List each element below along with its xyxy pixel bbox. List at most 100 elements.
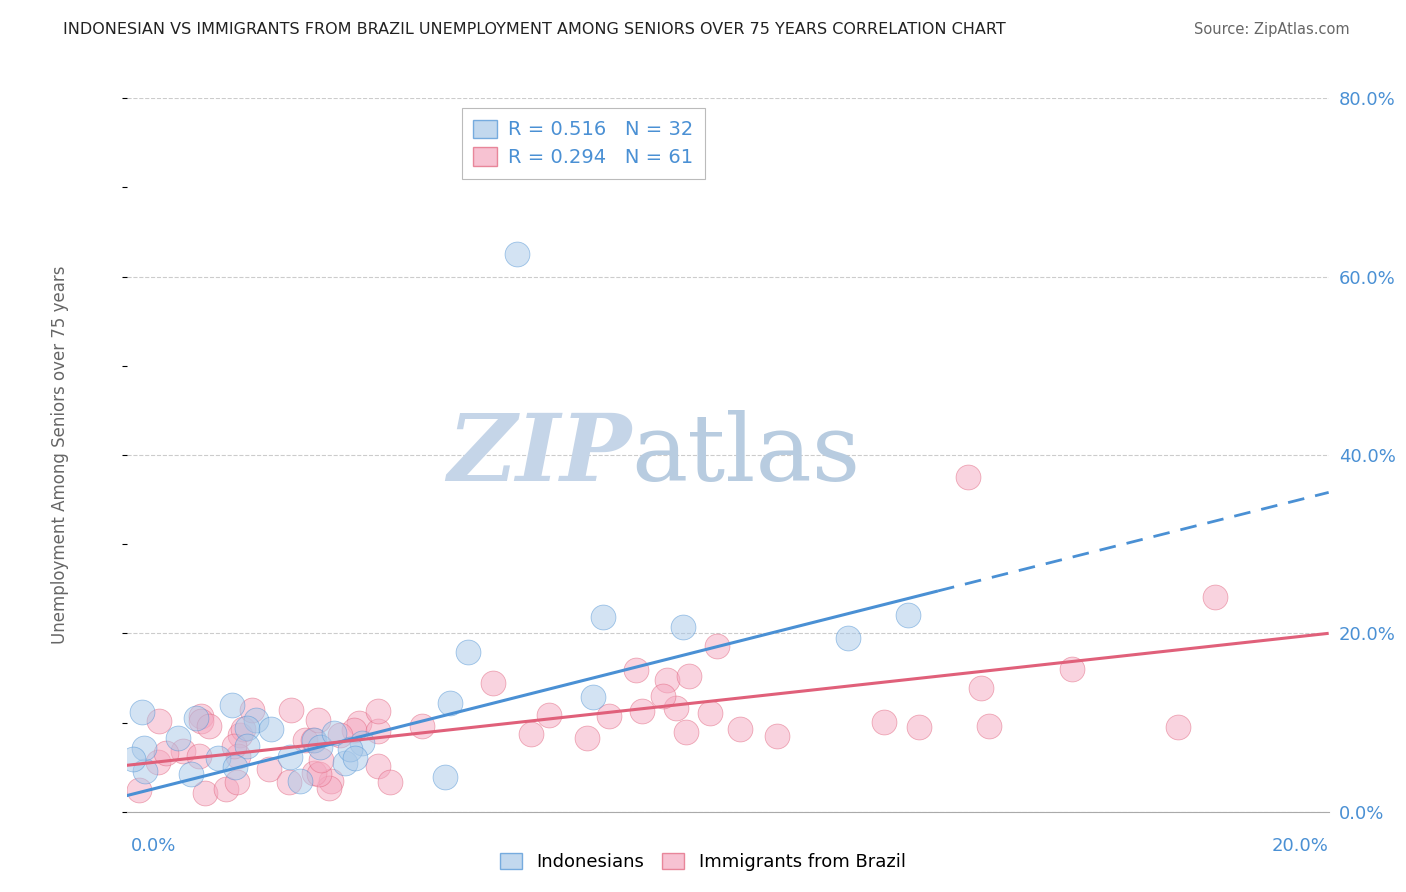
Text: INDONESIAN VS IMMIGRANTS FROM BRAZIL UNEMPLOYMENT AMONG SENIORS OVER 75 YEARS CO: INDONESIAN VS IMMIGRANTS FROM BRAZIL UNE… [63, 22, 1007, 37]
Point [226, 748, 249, 763]
Point [302, 766, 325, 780]
Point [294, 733, 316, 747]
Point [575, 731, 598, 745]
Point [678, 668, 700, 682]
Point [232, 722, 254, 736]
Point [226, 775, 249, 789]
Text: atlas: atlas [631, 410, 860, 500]
Point [624, 663, 647, 677]
Point [121, 752, 143, 766]
Point [309, 754, 332, 768]
Point [582, 690, 605, 705]
Point [131, 705, 153, 719]
Point [221, 698, 243, 712]
Point [1060, 662, 1083, 676]
Point [434, 770, 457, 784]
Point [343, 750, 366, 764]
Point [236, 721, 259, 735]
Text: Unemployment Among Seniors over 75 years: Unemployment Among Seniors over 75 years [52, 266, 69, 644]
Point [1167, 720, 1189, 734]
Point [132, 741, 155, 756]
Point [969, 681, 991, 696]
Text: 20.0%: 20.0% [1272, 837, 1329, 855]
Point [193, 786, 215, 800]
Text: 0.0%: 0.0% [131, 837, 176, 855]
Point [245, 713, 267, 727]
Point [699, 706, 721, 721]
Point [765, 729, 787, 743]
Point [235, 739, 257, 753]
Point [278, 750, 301, 764]
Point [257, 762, 280, 776]
Point [290, 773, 312, 788]
Point [166, 731, 188, 745]
Point [187, 749, 209, 764]
Point [322, 726, 344, 740]
Point [224, 760, 246, 774]
Point [956, 470, 979, 484]
Point [335, 756, 357, 770]
Point [367, 704, 389, 718]
Point [350, 735, 373, 749]
Point [172, 744, 194, 758]
Point [134, 764, 156, 779]
Point [302, 732, 325, 747]
Point [343, 723, 366, 737]
Point [184, 711, 207, 725]
Point [318, 780, 340, 795]
Point [347, 715, 370, 730]
Point [224, 739, 246, 753]
Point [367, 724, 389, 739]
Point [411, 718, 433, 732]
Point [190, 714, 212, 729]
Point [319, 773, 342, 788]
Point [1204, 591, 1226, 605]
Point [180, 766, 202, 780]
Point [728, 722, 751, 736]
Point [277, 775, 299, 789]
Point [155, 746, 177, 760]
Legend: Indonesians, Immigrants from Brazil: Indonesians, Immigrants from Brazil [494, 846, 912, 879]
Point [520, 727, 543, 741]
Point [378, 775, 401, 789]
Point [308, 767, 330, 781]
Point [873, 715, 896, 730]
Point [706, 639, 728, 653]
Point [207, 751, 229, 765]
Point [665, 700, 688, 714]
Point [837, 631, 859, 645]
Point [128, 783, 150, 797]
Point [457, 645, 479, 659]
Point [215, 781, 238, 796]
Point [308, 739, 330, 754]
Point [506, 247, 529, 261]
Point [897, 608, 920, 623]
Point [240, 703, 263, 717]
Point [329, 728, 352, 742]
Point [977, 719, 1000, 733]
Point [907, 720, 929, 734]
Point [302, 733, 325, 747]
Point [307, 713, 329, 727]
Point [651, 689, 673, 703]
Point [481, 675, 503, 690]
Point [229, 728, 252, 742]
Point [190, 708, 212, 723]
Point [280, 703, 302, 717]
Point [537, 708, 560, 723]
Point [598, 709, 620, 723]
Point [260, 723, 283, 737]
Text: Source: ZipAtlas.com: Source: ZipAtlas.com [1194, 22, 1350, 37]
Point [339, 742, 361, 756]
Point [675, 725, 697, 739]
Text: ZIP: ZIP [447, 410, 631, 500]
Point [198, 719, 221, 733]
Point [631, 704, 654, 718]
Point [367, 758, 389, 772]
Point [671, 620, 693, 634]
Legend: R = 0.516   N = 32, R = 0.294   N = 61: R = 0.516 N = 32, R = 0.294 N = 61 [461, 108, 706, 178]
Point [439, 696, 461, 710]
Point [657, 673, 679, 687]
Point [148, 714, 170, 728]
Point [592, 610, 614, 624]
